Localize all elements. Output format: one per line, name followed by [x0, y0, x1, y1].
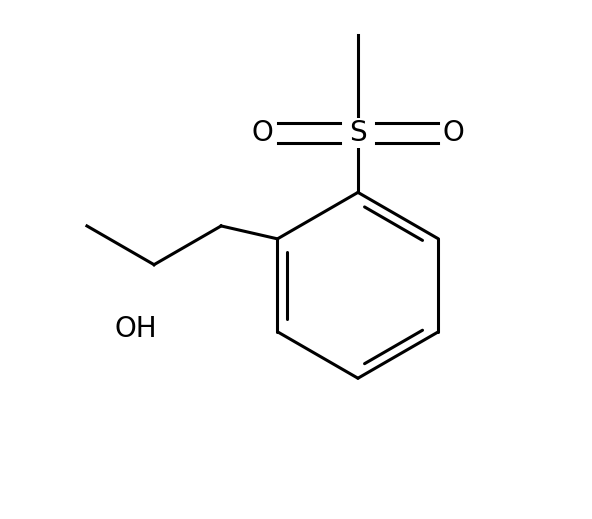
Text: O: O [252, 119, 274, 147]
Text: S: S [349, 119, 367, 147]
Text: OH: OH [115, 315, 157, 343]
Text: O: O [443, 119, 464, 147]
